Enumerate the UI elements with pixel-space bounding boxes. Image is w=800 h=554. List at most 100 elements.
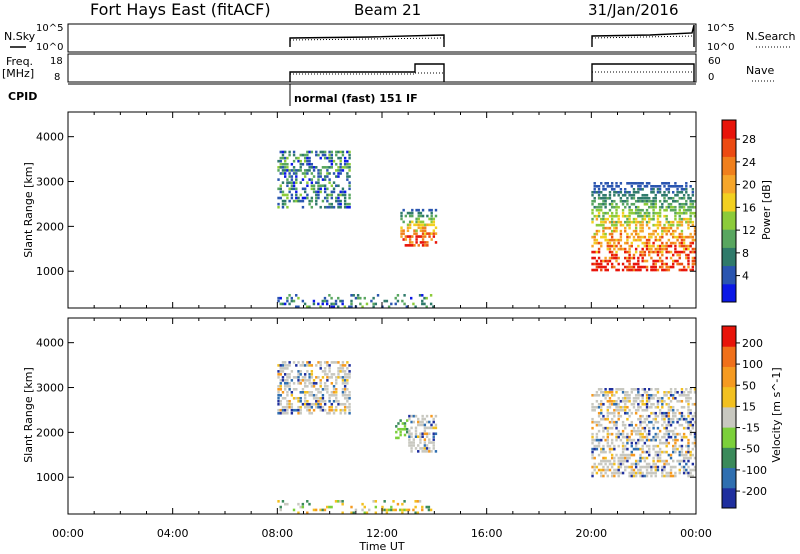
echo-cell [693, 444, 697, 448]
echo-cell [680, 423, 684, 427]
echo-cell [691, 193, 695, 197]
echo-cell [281, 364, 285, 367]
echo-cell [341, 193, 345, 197]
echo-cell [624, 465, 627, 469]
echo-cell [410, 414, 413, 418]
echo-cell [680, 417, 684, 421]
echo-cell [626, 223, 629, 227]
echo-cell [383, 508, 386, 512]
echo-cell [661, 235, 664, 239]
echo-cell [624, 396, 627, 400]
echo-cell [634, 432, 638, 436]
echo-cell [672, 205, 675, 209]
echo-cell [669, 244, 673, 248]
echo-cell [432, 432, 435, 436]
echo-cell [626, 405, 629, 409]
echo-cell [279, 385, 282, 388]
colorbar-tick-label: -15 [742, 422, 760, 435]
echo-cell [604, 390, 607, 394]
echo-cell [412, 420, 415, 424]
echo-cell [648, 396, 651, 400]
echo-cell [290, 178, 294, 181]
echo-cell [652, 438, 655, 442]
echo-cell [628, 182, 631, 185]
echo-cell [658, 244, 662, 248]
echo-cell [637, 256, 640, 260]
echo-cell [687, 423, 690, 427]
echo-cell [277, 299, 280, 303]
echo-cell [279, 411, 282, 415]
echo-cell [626, 241, 629, 245]
echo-cell [297, 411, 300, 415]
echo-cell [292, 184, 296, 188]
echo-cell [624, 229, 627, 233]
echo-cell [630, 208, 633, 212]
echo-cell [288, 175, 291, 178]
echo-cell [672, 229, 675, 233]
echo-cell [600, 423, 603, 427]
echo-cell [613, 244, 616, 248]
echo-cell [676, 447, 679, 451]
echo-cell [645, 247, 649, 251]
echo-cell [319, 205, 322, 209]
echo-cell [374, 302, 378, 306]
echo-cell [630, 268, 633, 272]
echo-cell [286, 382, 289, 385]
echo-cell [308, 376, 311, 379]
echo-cell [669, 393, 673, 397]
echo-cell [390, 508, 393, 512]
echo-cell [643, 441, 647, 445]
echo-cell [682, 208, 686, 212]
echo-cell [413, 232, 416, 235]
echo-cell [621, 408, 625, 412]
echo-cell [658, 259, 662, 263]
echo-cell [634, 205, 638, 209]
echo-cell [634, 220, 638, 224]
echo-cell [610, 253, 614, 257]
echo-cell [689, 456, 692, 460]
echo-cell [680, 438, 684, 442]
echo-cell [637, 459, 640, 463]
echo-cell [680, 235, 684, 239]
echo-cell [663, 182, 666, 185]
echo-cell [283, 162, 287, 166]
echo-cell [639, 187, 642, 191]
echo-cell [674, 250, 677, 254]
echo-cell [643, 402, 647, 406]
echo-cell [682, 459, 686, 463]
echo-cell [628, 396, 631, 400]
echo-cell [591, 456, 594, 460]
echo-cell [645, 390, 649, 394]
echo-cell [292, 388, 296, 391]
echo-cell [613, 205, 616, 209]
echo-cell [346, 405, 349, 409]
echo-cell [301, 172, 305, 175]
echo-cell [593, 235, 596, 239]
echo-cell [650, 190, 653, 194]
echo-cell [434, 232, 438, 235]
echo-cell [645, 223, 649, 227]
nave-tick-bottom: 0 [708, 72, 714, 83]
echo-cell [685, 247, 688, 251]
echo-cell [624, 402, 627, 406]
echo-cell [621, 390, 625, 394]
echo-cell [619, 408, 623, 412]
echo-cell [279, 190, 282, 194]
echo-cell [678, 214, 681, 218]
echo-cell [667, 396, 671, 400]
echo-cell [685, 388, 688, 391]
echo-cell [277, 399, 280, 403]
echo-cell [639, 432, 642, 436]
echo-cell [689, 211, 692, 215]
echo-cell [665, 471, 668, 475]
echo-cell [619, 453, 623, 457]
echo-cell [602, 235, 605, 239]
echo-cell [341, 367, 345, 370]
echo-cell [674, 441, 677, 445]
nsearch-trace-2 [591, 35, 695, 39]
echo-cell [317, 302, 320, 306]
echo-cell [286, 367, 289, 370]
echo-cell [663, 399, 666, 403]
echo-cell [613, 223, 616, 227]
